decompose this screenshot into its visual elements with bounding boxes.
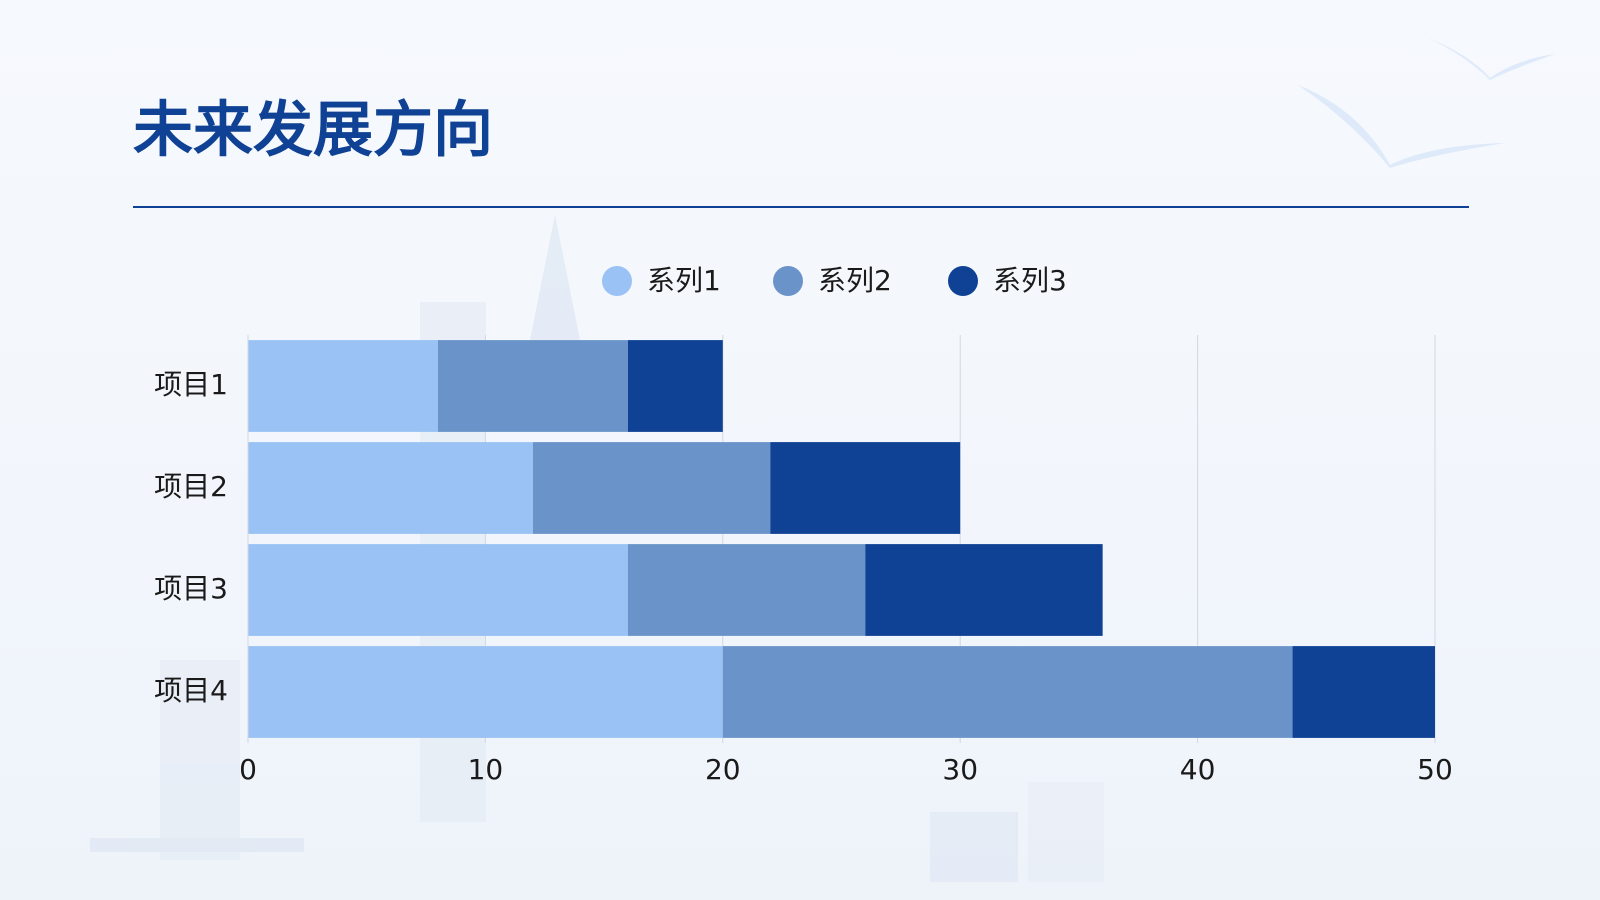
x-tick-label: 30 <box>942 753 978 786</box>
bar-segment <box>248 340 438 432</box>
x-tick-label: 40 <box>1180 753 1216 786</box>
bar-segment <box>627 544 866 636</box>
bar-segment <box>865 544 1103 636</box>
y-tick-label: 项目1 <box>154 368 228 401</box>
legend-swatch <box>773 266 803 296</box>
bar-segment <box>248 646 723 738</box>
bar-segment <box>248 442 533 534</box>
plot-area: 0 10 20 30 40 50 项目1 项目2 项目3 项目4 系列1 系列2 系列3 <box>154 264 1453 786</box>
legend-swatch <box>602 266 632 296</box>
legend-label: 系列3 <box>993 264 1067 297</box>
x-tick-label: 20 <box>705 753 741 786</box>
bar-segment <box>437 340 628 432</box>
bar-segment <box>722 646 1293 738</box>
y-tick-label: 项目4 <box>154 674 228 707</box>
bar-segment <box>627 340 723 432</box>
bar-segment <box>770 442 961 534</box>
x-tick-label: 50 <box>1417 753 1453 786</box>
legend-label: 系列1 <box>647 264 721 297</box>
y-tick-label: 项目2 <box>154 470 228 503</box>
bar-segment <box>532 442 771 534</box>
bar-segment <box>248 544 628 636</box>
title: 未来发展方向 <box>133 96 493 166</box>
x-tick-label: 0 <box>239 753 257 786</box>
y-tick-label: 项目3 <box>154 572 228 605</box>
legend-label: 系列2 <box>818 264 892 297</box>
legend-swatch <box>948 266 978 296</box>
bar-segment <box>1292 646 1435 738</box>
x-tick-label: 10 <box>468 753 504 786</box>
